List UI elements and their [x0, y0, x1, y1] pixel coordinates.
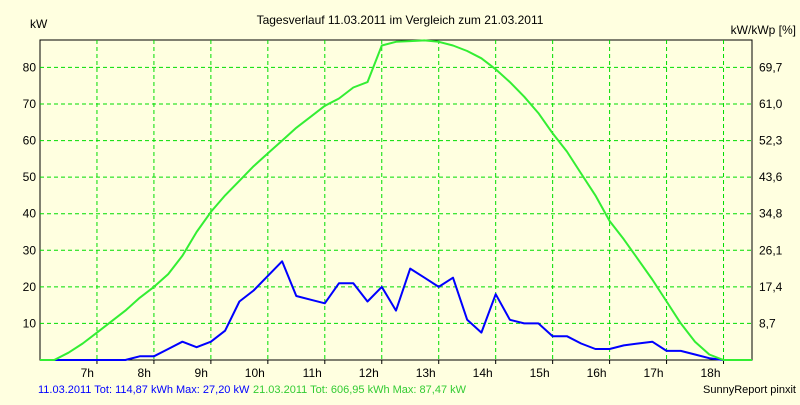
x-tick-label: 16h	[587, 366, 607, 380]
chart-title: Tagesverlauf 11.03.2011 im Vergleich zum…	[257, 13, 544, 27]
y-left-tick-label: 70	[23, 97, 37, 111]
x-tick-label: 9h	[195, 366, 208, 380]
y-left-tick-label: 50	[23, 170, 37, 184]
axis-ticks: 7h 8h 9h 10h 11h 12h 13h 14h 15h 16h 17h 18h 10 8,7 20…	[23, 60, 783, 380]
plot-frame	[39, 39, 753, 361]
y-right-tick-label: 61,0	[759, 97, 783, 111]
y-right-tick-label: 8,7	[759, 316, 776, 330]
y-right-axis-label: kW/kWp [%]	[731, 23, 796, 37]
y-right-tick-label: 26,1	[759, 243, 783, 257]
x-tick-label: 10h	[245, 366, 265, 380]
series-layer	[40, 39, 752, 361]
y-left-tick-label: 30	[23, 243, 37, 257]
y-left-axis-label: kW	[30, 17, 48, 31]
series-line-2	[40, 39, 752, 361]
x-tick-label: 12h	[359, 366, 379, 380]
y-left-tick-label: 10	[23, 316, 37, 330]
x-tick-label: 8h	[138, 366, 151, 380]
x-tick-label: 14h	[473, 366, 493, 380]
x-tick-label: 15h	[530, 366, 550, 380]
y-right-tick-label: 69,7	[759, 60, 783, 74]
legend-series-1: 11.03.2011 Tot: 114,87 kWh Max: 27,20 kW	[38, 384, 250, 396]
series-line-1	[40, 260, 752, 361]
credit-text: SunnyReport pinxit	[703, 384, 796, 396]
y-left-tick-label: 60	[23, 134, 37, 148]
x-tick-label: 13h	[416, 366, 436, 380]
y-right-tick-label: 43,6	[759, 170, 783, 184]
x-tick-label: 7h	[81, 366, 94, 380]
y-left-tick-label: 40	[23, 207, 37, 221]
y-left-tick-label: 80	[23, 60, 37, 74]
x-tick-label: 18h	[700, 366, 720, 380]
y-right-tick-label: 34,8	[759, 207, 783, 221]
x-tick-label: 17h	[644, 366, 664, 380]
y-left-tick-label: 20	[23, 280, 37, 294]
grid-lines	[40, 40, 752, 360]
x-tick-label: 11h	[303, 366, 322, 380]
legend-series-2: 21.03.2011 Tot: 606,95 kWh Max: 87,47 kW	[253, 384, 467, 396]
y-right-tick-label: 52,3	[759, 134, 783, 148]
y-right-tick-label: 17,4	[759, 280, 783, 294]
